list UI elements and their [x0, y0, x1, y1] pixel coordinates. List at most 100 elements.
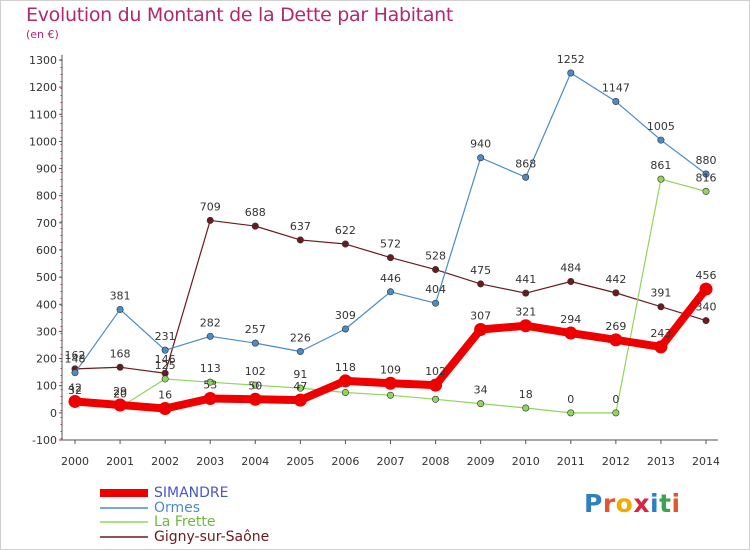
data-point	[522, 173, 530, 181]
logo-letter: r	[602, 489, 616, 518]
data-label: 309	[335, 309, 356, 322]
data-point	[477, 154, 485, 162]
data-label: 102	[245, 365, 266, 378]
y-tick-label: 100	[36, 380, 57, 393]
x-tick-label: 2001	[106, 455, 134, 468]
data-label: 1147	[602, 82, 630, 95]
y-tick-label: 1200	[29, 81, 57, 94]
chart-unit-label: (en €)	[26, 28, 59, 41]
y-tick-label: 400	[36, 298, 57, 311]
x-tick-label: 2014	[692, 455, 720, 468]
data-point	[474, 323, 488, 337]
data-point	[702, 187, 710, 195]
data-label: 91	[293, 368, 307, 381]
data-label: 572	[380, 238, 401, 251]
chart-title: Evolution du Montant de la Dette par Hab…	[26, 4, 454, 26]
legend-swatch-simandre	[100, 489, 148, 497]
data-point	[384, 376, 397, 390]
data-label: 861	[650, 159, 671, 172]
data-label: 816	[696, 171, 717, 184]
x-tick-label: 2003	[196, 455, 224, 468]
data-label: 257	[245, 323, 266, 336]
data-point	[71, 369, 79, 377]
data-label: 381	[110, 289, 131, 302]
y-tick-label: -100	[32, 434, 57, 447]
y-tick-label: 0	[50, 407, 57, 420]
data-label: 148	[65, 353, 86, 366]
data-point	[338, 374, 352, 388]
data-point	[567, 277, 575, 285]
logo-letter: P	[584, 489, 603, 518]
legend-swatch-la-frette	[100, 521, 148, 523]
data-label: 29	[113, 385, 127, 398]
data-label: 34	[474, 384, 488, 397]
y-tick-label: 300	[36, 325, 57, 338]
data-point	[522, 289, 530, 297]
data-point	[612, 98, 620, 106]
data-label: 1005	[647, 120, 675, 133]
logo-letter: i	[671, 489, 681, 518]
data-label: 321	[515, 306, 536, 319]
data-point	[341, 325, 349, 333]
data-label: 688	[245, 206, 266, 219]
data-label: 442	[605, 273, 626, 286]
data-point	[657, 175, 665, 183]
data-label: 307	[470, 310, 491, 323]
data-point	[251, 222, 259, 230]
data-point	[251, 339, 259, 347]
y-tick-label: 1000	[29, 135, 57, 148]
data-point	[206, 216, 214, 224]
y-tick-label: 600	[36, 244, 57, 257]
data-point	[158, 402, 172, 416]
x-tick-label: 2010	[512, 455, 540, 468]
data-label: 940	[470, 138, 491, 151]
data-label: 446	[380, 272, 401, 285]
data-label: 294	[560, 313, 581, 326]
data-label: 113	[200, 362, 221, 375]
x-tick-label: 2005	[286, 455, 314, 468]
data-point	[657, 303, 665, 311]
data-label: 404	[425, 283, 446, 296]
x-tick-label: 2013	[647, 455, 675, 468]
data-label: 637	[290, 220, 311, 233]
data-point	[477, 400, 485, 408]
data-point	[567, 69, 575, 77]
data-label: 20	[113, 387, 127, 400]
data-point	[293, 393, 307, 407]
data-point	[251, 381, 259, 389]
data-label: 880	[696, 154, 717, 167]
data-point	[296, 236, 304, 244]
x-tick-label: 2007	[377, 455, 405, 468]
data-point	[702, 317, 710, 325]
data-point	[429, 378, 443, 392]
data-label: 53	[203, 378, 217, 391]
data-point	[699, 282, 713, 296]
data-label: 47	[293, 380, 307, 393]
data-label: 162	[65, 349, 86, 362]
data-label: 456	[696, 269, 717, 282]
proxiti-logo: Proxiti	[584, 489, 681, 518]
data-point	[386, 391, 394, 399]
data-point	[432, 266, 440, 274]
x-tick-label: 2004	[241, 455, 269, 468]
data-point	[113, 398, 127, 412]
data-label: 0	[612, 393, 619, 406]
data-label: 146	[155, 353, 176, 366]
x-tick-label: 2000	[61, 455, 89, 468]
data-label: 441	[515, 273, 536, 286]
data-label: 18	[519, 388, 533, 401]
data-point	[567, 409, 575, 417]
data-label: 102	[425, 365, 446, 378]
data-point	[432, 299, 440, 307]
data-point	[386, 254, 394, 262]
data-point	[248, 392, 262, 406]
data-point	[203, 391, 217, 405]
data-point	[341, 240, 349, 248]
data-label: 622	[335, 224, 356, 237]
data-point	[564, 326, 578, 340]
data-label: 16	[158, 389, 172, 402]
y-tick-label: 900	[36, 163, 57, 176]
data-label: 118	[335, 361, 356, 374]
